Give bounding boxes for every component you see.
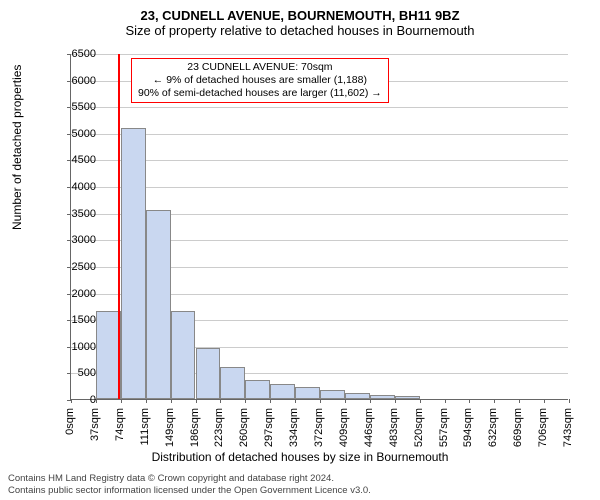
x-tick <box>469 399 470 403</box>
y-tick-label: 1000 <box>56 341 96 353</box>
histogram-bar <box>196 348 221 399</box>
y-tick-label: 0 <box>56 394 96 406</box>
x-tick-label: 372sqm <box>313 408 325 447</box>
x-tick <box>370 399 371 403</box>
x-tick <box>320 399 321 403</box>
x-tick <box>569 399 570 403</box>
x-tick-label: 557sqm <box>438 408 450 447</box>
x-tick-label: 37sqm <box>89 408 101 441</box>
x-tick <box>445 399 446 403</box>
x-tick <box>146 399 147 403</box>
x-tick-label: 223sqm <box>213 408 225 447</box>
callout-line: 23 CUDNELL AVENUE: 70sqm <box>138 61 382 74</box>
x-tick-label: 743sqm <box>562 408 574 447</box>
histogram-bar <box>320 390 345 399</box>
histogram-bar <box>345 393 370 399</box>
x-tick-label: 409sqm <box>338 408 350 447</box>
y-tick-label: 3500 <box>56 208 96 220</box>
x-tick-label: 260sqm <box>238 408 250 447</box>
chart-title-1: 23, CUDNELL AVENUE, BOURNEMOUTH, BH11 9B… <box>0 8 600 23</box>
x-tick-label: 520sqm <box>413 408 425 447</box>
histogram-bar <box>220 367 245 399</box>
x-tick <box>420 399 421 403</box>
plot-region: 23 CUDNELL AVENUE: 70sqm← 9% of detached… <box>70 54 568 400</box>
y-tick-label: 4000 <box>56 181 96 193</box>
histogram-bar <box>171 311 196 399</box>
x-tick-label: 149sqm <box>164 408 176 447</box>
y-tick-label: 4500 <box>56 154 96 166</box>
x-tick-label: 706sqm <box>537 408 549 447</box>
histogram-bar <box>270 384 295 399</box>
gridline <box>71 107 568 108</box>
y-axis-label: Number of detached properties <box>10 65 24 230</box>
x-tick <box>220 399 221 403</box>
chart-title-2: Size of property relative to detached ho… <box>0 23 600 38</box>
x-tick <box>121 399 122 403</box>
x-tick-label: 297sqm <box>263 408 275 447</box>
x-tick <box>171 399 172 403</box>
x-tick <box>270 399 271 403</box>
x-tick <box>395 399 396 403</box>
x-tick-label: 446sqm <box>363 408 375 447</box>
chart-area: 23 CUDNELL AVENUE: 70sqm← 9% of detached… <box>70 54 568 400</box>
callout-line: ← 9% of detached houses are smaller (1,1… <box>138 74 382 87</box>
y-tick-label: 5500 <box>56 101 96 113</box>
x-tick-label: 111sqm <box>139 408 151 446</box>
gridline <box>71 54 568 55</box>
y-tick-label: 500 <box>56 367 96 379</box>
footer-line-2: Contains public sector information licen… <box>8 485 371 496</box>
histogram-bar <box>245 380 270 399</box>
histogram-bar <box>370 395 395 399</box>
x-tick-label: 74sqm <box>114 408 126 441</box>
y-tick-label: 2000 <box>56 288 96 300</box>
x-tick-label: 334sqm <box>288 408 300 447</box>
histogram-bar <box>295 387 320 399</box>
y-tick-label: 1500 <box>56 314 96 326</box>
x-tick-label: 669sqm <box>512 408 524 447</box>
x-tick <box>245 399 246 403</box>
x-tick <box>295 399 296 403</box>
y-tick-label: 6500 <box>56 48 96 60</box>
footer-attribution: Contains HM Land Registry data © Crown c… <box>8 473 371 496</box>
footer-line-1: Contains HM Land Registry data © Crown c… <box>8 473 371 484</box>
x-axis-label: Distribution of detached houses by size … <box>0 450 600 464</box>
x-tick <box>196 399 197 403</box>
y-tick-label: 2500 <box>56 261 96 273</box>
callout-line: 90% of semi-detached houses are larger (… <box>138 87 382 100</box>
x-tick <box>96 399 97 403</box>
x-tick-label: 632sqm <box>487 408 499 447</box>
x-tick-label: 594sqm <box>462 408 474 447</box>
x-tick <box>345 399 346 403</box>
x-tick-label: 186sqm <box>189 408 201 447</box>
histogram-bar <box>395 396 420 399</box>
histogram-bar <box>121 128 146 399</box>
callout-box: 23 CUDNELL AVENUE: 70sqm← 9% of detached… <box>131 58 389 103</box>
y-tick-label: 3000 <box>56 234 96 246</box>
property-marker-line <box>118 54 120 399</box>
y-tick-label: 5000 <box>56 128 96 140</box>
y-tick-label: 6000 <box>56 75 96 87</box>
x-tick <box>494 399 495 403</box>
x-tick-label: 483sqm <box>388 408 400 447</box>
x-tick <box>544 399 545 403</box>
x-tick <box>519 399 520 403</box>
histogram-bar <box>146 210 171 399</box>
x-tick-label: 0sqm <box>64 408 76 435</box>
